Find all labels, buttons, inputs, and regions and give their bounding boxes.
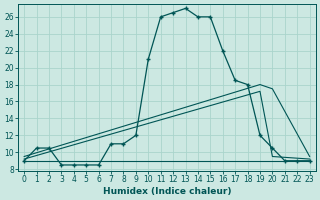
X-axis label: Humidex (Indice chaleur): Humidex (Indice chaleur)	[103, 187, 231, 196]
